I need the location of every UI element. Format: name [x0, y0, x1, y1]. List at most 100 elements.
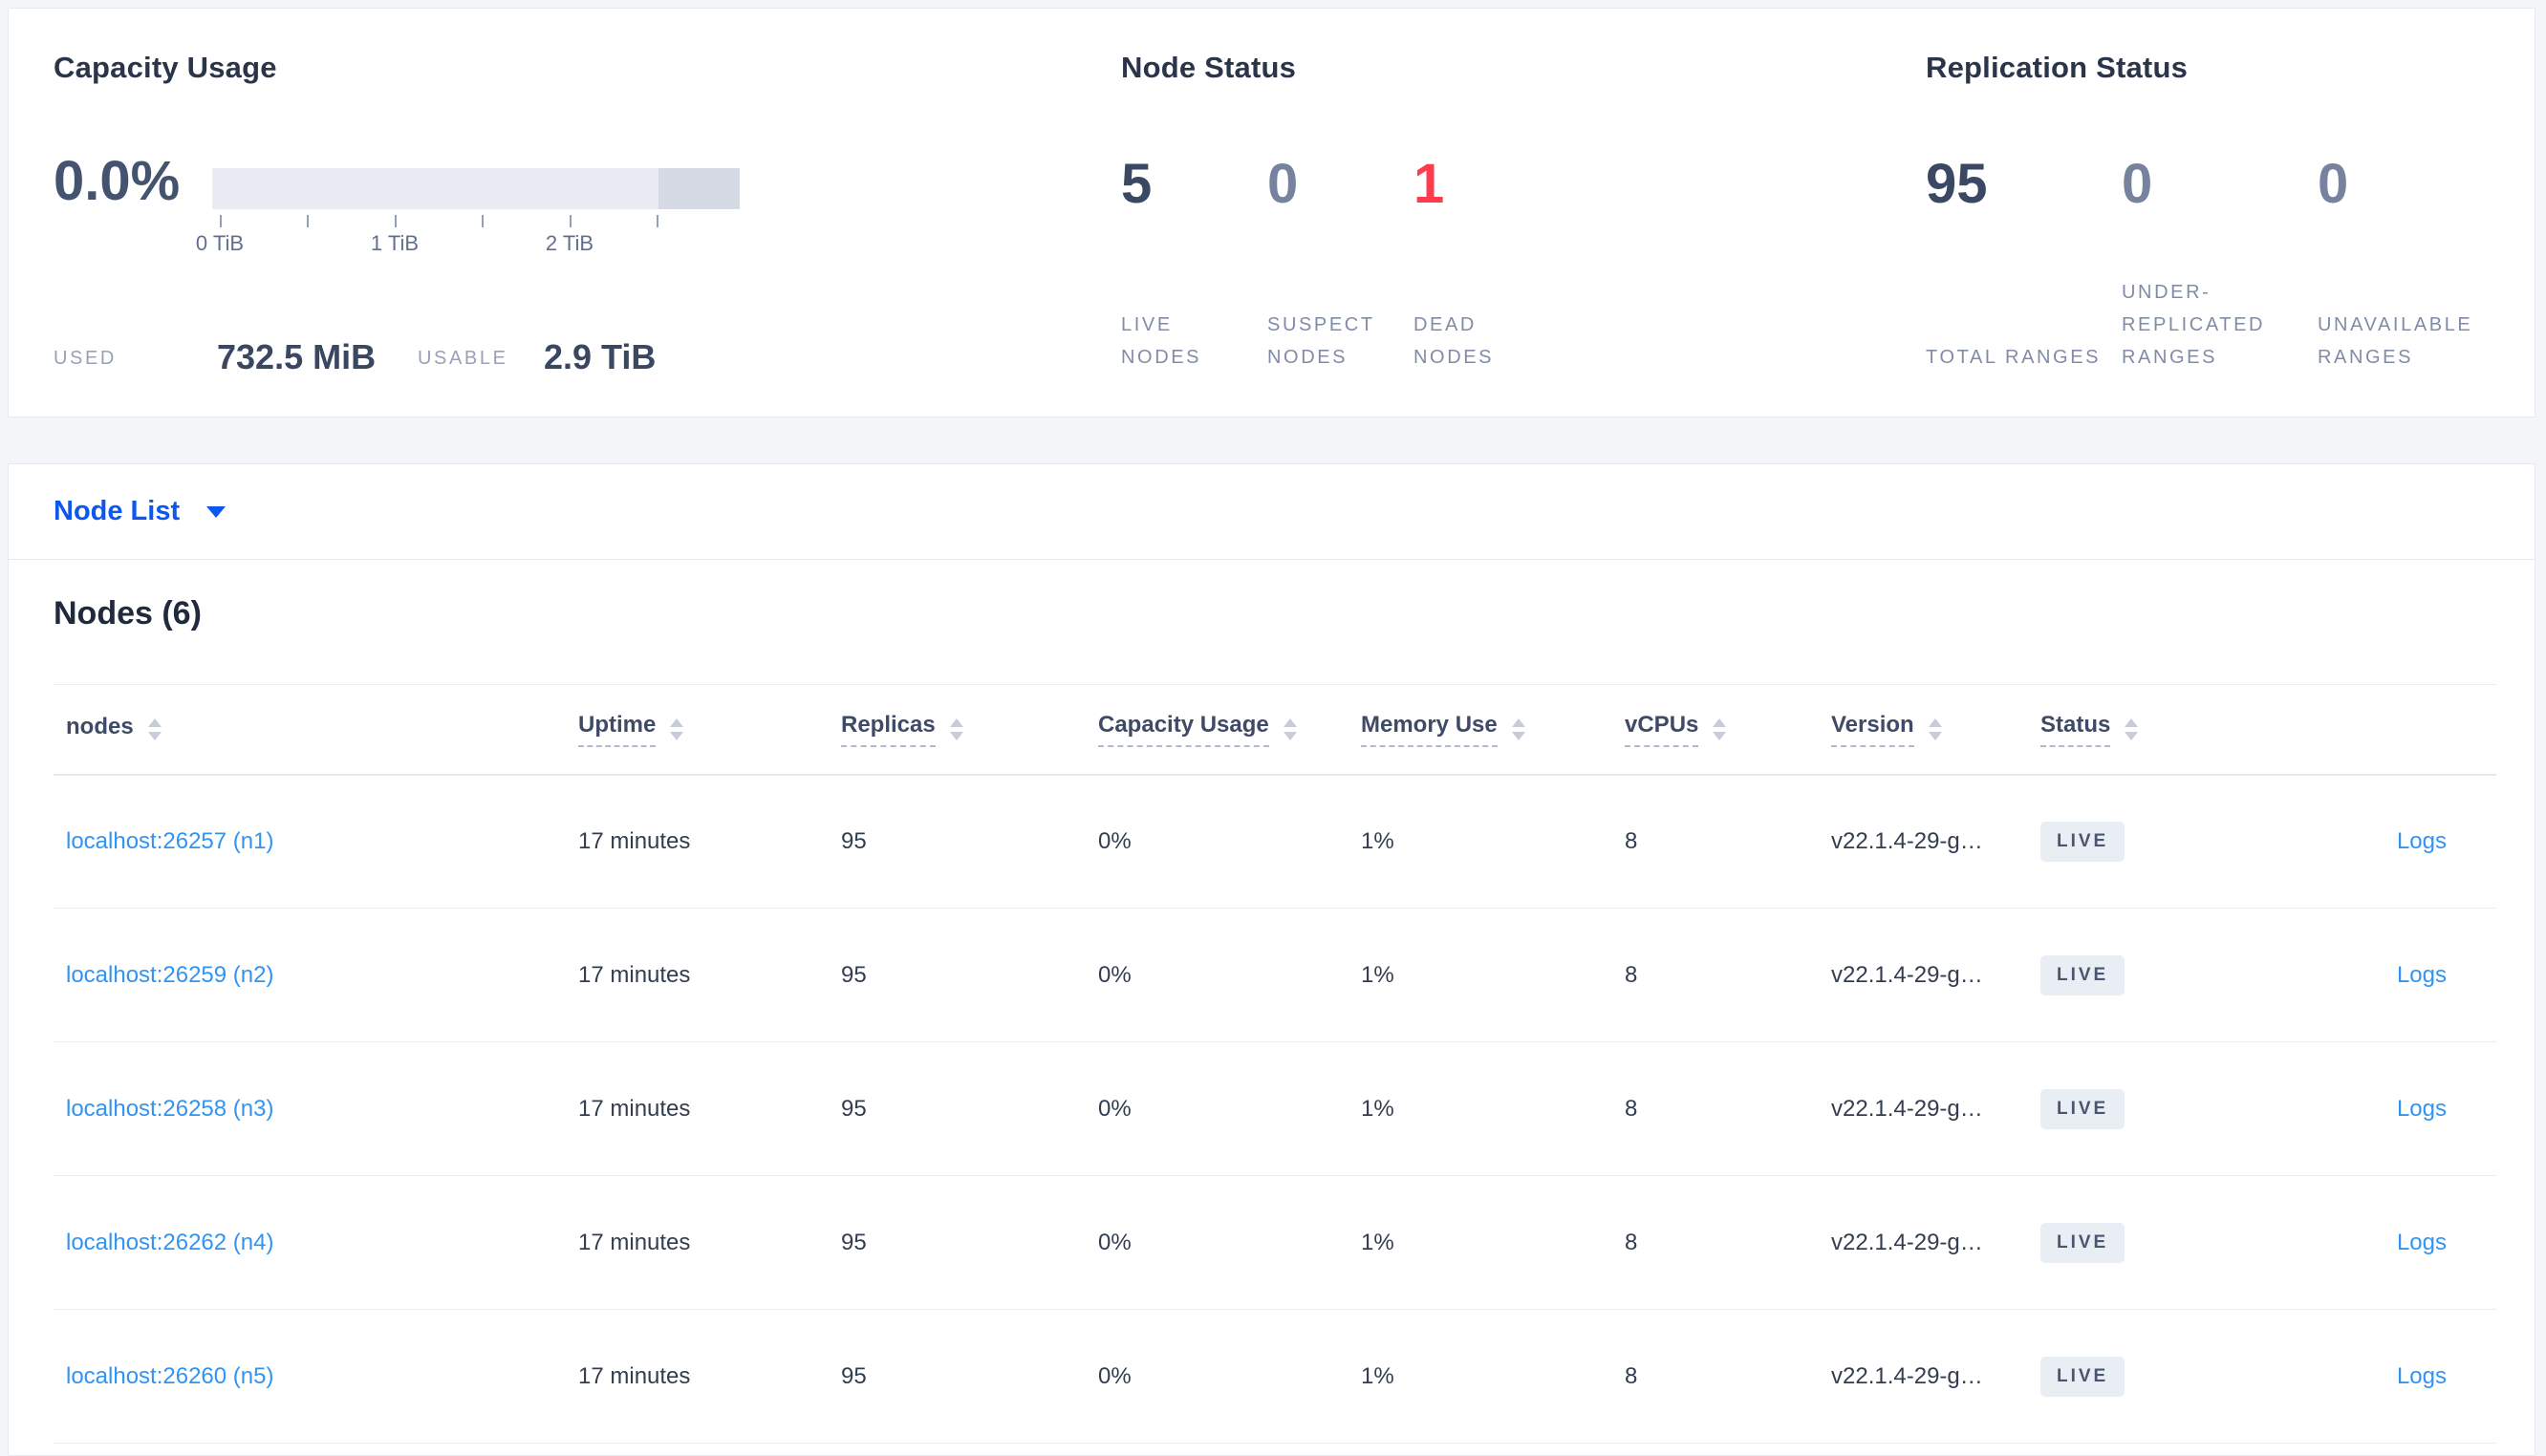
- node-status-metric: 1 DEAD NODES: [1413, 154, 1560, 374]
- replicas-cell: 95: [841, 827, 867, 854]
- node-link[interactable]: localhost:26260 (n5): [66, 1362, 274, 1389]
- sort-icon[interactable]: [1511, 717, 1525, 740]
- column-header-nodes[interactable]: nodes: [66, 714, 578, 744]
- column-header-vcpus[interactable]: vCPUs: [1625, 712, 1831, 747]
- replication-status-metrics: 95 TOTAL RANGES 0 UNDER-REPLICATED RANGES 0 U…: [1926, 154, 2514, 374]
- axis-tick-label: 1 TiB: [370, 231, 420, 255]
- sort-desc-arrow: [1511, 731, 1525, 740]
- nodes-section-title: Nodes (6): [54, 595, 202, 632]
- replication-metric: 0 UNDER-REPLICATED RANGES: [2122, 154, 2318, 374]
- sort-icon[interactable]: [949, 717, 963, 740]
- uptime-cell: 17 minutes: [578, 1362, 691, 1389]
- table-row: localhost:26257 (n1) 17 minutes 95 0% 1% 8 v22…: [54, 775, 2496, 909]
- chevron-down-icon[interactable]: [206, 505, 227, 518]
- usable-label: USABLE: [418, 348, 508, 369]
- node-cell: localhost:26260 (n5): [66, 1363, 578, 1390]
- node-cell: localhost:26257 (n1): [66, 828, 578, 855]
- replicas-cell: 95: [841, 1095, 867, 1122]
- sort-asc-arrow: [1511, 717, 1525, 727]
- column-header-label: nodes: [66, 714, 134, 739]
- capacity-usage-cell: 0%: [1098, 961, 1132, 988]
- version-cell: v22.1.4-29-g…: [1831, 1229, 1983, 1255]
- table-row: localhost:26259 (n2) 17 minutes 95 0% 1% 8 v22…: [54, 909, 2496, 1042]
- uptime-cell: 17 minutes: [578, 1229, 691, 1255]
- column-header-status[interactable]: Status: [2040, 712, 2250, 747]
- column-header-replicas[interactable]: Replicas: [841, 712, 1098, 747]
- sort-asc-arrow: [1283, 717, 1297, 727]
- sort-icon[interactable]: [1283, 717, 1297, 740]
- node-status-title: Node Status: [1121, 51, 1297, 84]
- column-header-label: Replicas: [841, 712, 936, 747]
- node-cell: localhost:26258 (n3): [66, 1096, 578, 1123]
- capacity-usage-cell: 0%: [1098, 1229, 1132, 1255]
- column-header-version[interactable]: Version: [1831, 712, 2040, 747]
- status-cell: LIVE: [2040, 1222, 2250, 1263]
- logs-link[interactable]: Logs: [2396, 961, 2447, 988]
- column-header-label: vCPUs: [1625, 712, 1699, 747]
- capacity-usage-title: Capacity Usage: [54, 51, 277, 84]
- cluster-summary-panel: Capacity Usage 0.0% 0 TiB 1 TiB 2 TiB USED…: [8, 8, 2535, 418]
- status-badge: LIVE: [2040, 821, 2125, 862]
- capacity-usage-cell: 0%: [1098, 1362, 1132, 1389]
- memory-use-cell: 1%: [1361, 827, 1394, 854]
- sort-icon[interactable]: [147, 717, 162, 740]
- version-cell: v22.1.4-29-g…: [1831, 827, 1983, 854]
- sort-asc-arrow: [670, 717, 684, 727]
- sort-desc-arrow: [1928, 731, 1942, 740]
- memory-use-cell: 1%: [1361, 961, 1394, 988]
- column-header-label: Capacity Usage: [1098, 712, 1269, 747]
- replicas-cell: 95: [841, 961, 867, 988]
- replication-value: 0: [2122, 153, 2153, 215]
- sort-asc-arrow: [2125, 717, 2139, 727]
- replication-metric: 0 UNAVAILABLE RANGES: [2318, 154, 2514, 374]
- logs-cell: Logs: [2250, 828, 2496, 855]
- vcpus-cell: 8: [1625, 1362, 1638, 1389]
- logs-link[interactable]: Logs: [2396, 827, 2447, 854]
- node-status-value: 1: [1413, 153, 1445, 215]
- node-status-label: LIVE NODES: [1121, 314, 1202, 368]
- axis-tick: [220, 215, 222, 227]
- sort-asc-arrow: [949, 717, 963, 727]
- node-status-value: 0: [1267, 153, 1299, 215]
- uptime-cell: 17 minutes: [578, 961, 691, 988]
- column-header-uptime[interactable]: Uptime: [578, 712, 841, 747]
- axis-tick: [482, 215, 484, 227]
- sort-desc-arrow: [949, 731, 963, 740]
- replication-value: 95: [1926, 153, 1988, 215]
- column-header-capacity-usage[interactable]: Capacity Usage: [1098, 712, 1361, 747]
- axis-tick: [307, 215, 309, 227]
- nodes-table-body: localhost:26257 (n1) 17 minutes 95 0% 1% 8 v22…: [54, 775, 2496, 1444]
- node-status-section: Node Status 5 LIVE NODES 0 SUSPECT NODES 1 DE…: [1121, 9, 1847, 417]
- sort-icon[interactable]: [1713, 717, 1727, 740]
- replication-status-title: Replication Status: [1926, 51, 2189, 84]
- memory-use-cell: 1%: [1361, 1229, 1394, 1255]
- node-link[interactable]: localhost:26258 (n3): [66, 1095, 274, 1122]
- status-cell: LIVE: [2040, 1356, 2250, 1397]
- logs-cell: Logs: [2250, 1230, 2496, 1256]
- sort-asc-arrow: [1713, 717, 1727, 727]
- nodes-table-header-row: nodes Uptime Replicas Capacity Usage Memory …: [54, 684, 2496, 774]
- node-link[interactable]: localhost:26262 (n4): [66, 1229, 274, 1255]
- logs-link[interactable]: Logs: [2396, 1229, 2447, 1255]
- axis-tick: [395, 215, 397, 227]
- sort-icon[interactable]: [2125, 717, 2139, 740]
- sort-asc-arrow: [1928, 717, 1942, 727]
- nodes-panel: Nodes (6) nodes Uptime Replicas Capacity Us…: [8, 559, 2535, 1456]
- node-link[interactable]: localhost:26259 (n2): [66, 961, 274, 988]
- column-header-memory-use[interactable]: Memory Use: [1361, 712, 1625, 747]
- column-header-label: Memory Use: [1361, 712, 1498, 747]
- version-cell: v22.1.4-29-g…: [1831, 961, 1983, 988]
- uptime-cell: 17 minutes: [578, 1095, 691, 1122]
- capacity-usage-bar-chart: 0 TiB 1 TiB 2 TiB: [196, 168, 740, 255]
- status-badge: LIVE: [2040, 1356, 2125, 1397]
- node-list-dropdown[interactable]: Node List: [54, 496, 181, 526]
- capacity-bar-dark-segment: [658, 168, 740, 209]
- sort-icon[interactable]: [1928, 717, 1942, 740]
- replication-metric: 95 TOTAL RANGES: [1926, 154, 2122, 374]
- logs-link[interactable]: Logs: [2396, 1095, 2447, 1122]
- logs-link[interactable]: Logs: [2396, 1362, 2447, 1389]
- replication-label: UNDER-REPLICATED RANGES: [2122, 282, 2266, 368]
- axis-tick: [570, 215, 572, 227]
- sort-icon[interactable]: [670, 717, 684, 740]
- node-link[interactable]: localhost:26257 (n1): [66, 827, 274, 854]
